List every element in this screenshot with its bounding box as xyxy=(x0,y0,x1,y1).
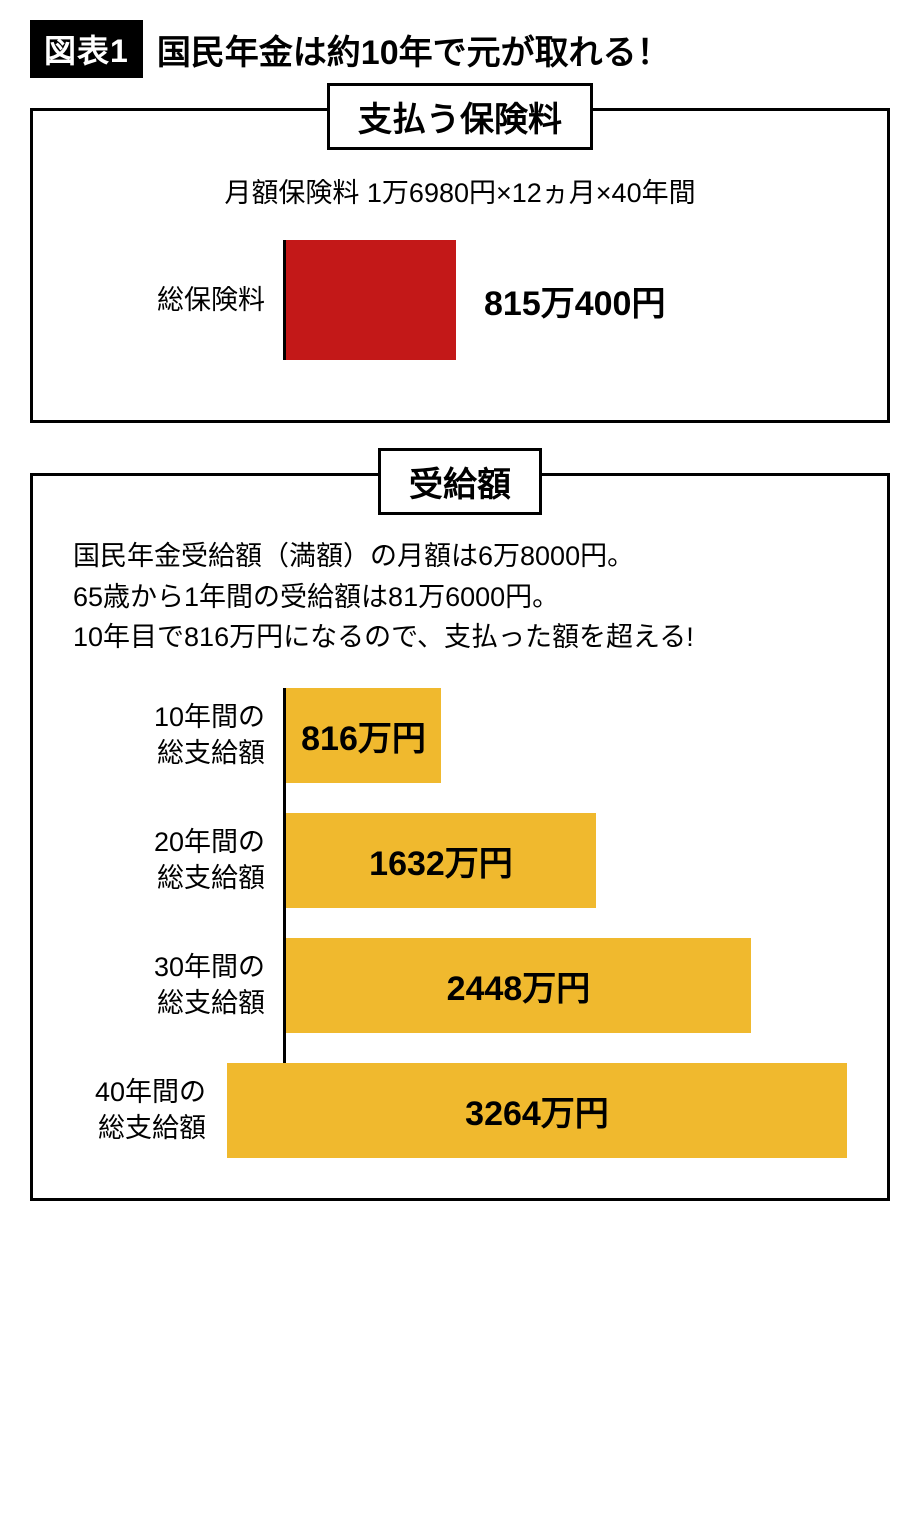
benefits-bar-row: 40年間の 総支給額 3264万円 xyxy=(73,1063,847,1158)
benefits-bar: 2448万円 xyxy=(286,938,751,1033)
benefits-description: 国民年金受給額（満額）の月額は6万8000円。65歳から1年間の受給額は81万6… xyxy=(73,536,847,658)
benefits-bar-label: 30年間の 総支給額 xyxy=(73,949,283,1022)
benefits-bar-row: 10年間の 総支給額 816万円 xyxy=(73,688,847,783)
benefits-bar-label: 40年間の 総支給額 xyxy=(73,1074,224,1147)
premiums-bar-chart: 総保険料 815万400円 xyxy=(73,240,847,360)
benefits-bar: 3264万円 xyxy=(227,1063,847,1158)
benefits-bar-value: 1632万円 xyxy=(369,836,513,885)
benefits-bar-label: 10年間の 総支給額 xyxy=(73,699,283,772)
benefits-description-line: 国民年金受給額（満額）の月額は6万8000円。 xyxy=(73,536,847,577)
premiums-formula: 月額保険料 1万6980円×12ヵ月×40年間 xyxy=(73,171,847,210)
premiums-bar-label: 総保険料 xyxy=(73,282,283,318)
premiums-panel-title: 支払う保険料 xyxy=(327,83,593,150)
benefits-description-line: 65歳から1年間の受給額は81万6000円。 xyxy=(73,577,847,618)
benefits-bar-label: 20年間の 総支給額 xyxy=(73,824,283,897)
benefits-bar-value: 2448万円 xyxy=(447,961,591,1010)
benefits-panel-title: 受給額 xyxy=(378,448,542,515)
figure-header: 図表1 国民年金は約10年で元が取れる！ xyxy=(30,20,890,78)
premiums-bar-row: 総保険料 815万400円 xyxy=(73,240,847,360)
figure-title: 国民年金は約10年で元が取れる！ xyxy=(157,25,671,74)
premiums-panel: 支払う保険料 月額保険料 1万6980円×12ヵ月×40年間 総保険料815万4… xyxy=(30,108,890,423)
premiums-bar xyxy=(286,240,456,360)
benefits-bar: 816万円 xyxy=(286,688,441,783)
figure-badge: 図表1 xyxy=(30,20,143,78)
benefits-bar-row: 20年間の 総支給額 1632万円 xyxy=(73,813,847,908)
benefits-bar-value: 3264万円 xyxy=(465,1086,609,1135)
benefits-panel: 受給額 国民年金受給額（満額）の月額は6万8000円。65歳から1年間の受給額は… xyxy=(30,473,890,1201)
premiums-bar-value: 815万400円 xyxy=(484,276,665,325)
benefits-bar: 1632万円 xyxy=(286,813,596,908)
benefits-bar-value: 816万円 xyxy=(301,711,426,760)
benefits-bar-row: 30年間の 総支給額 2448万円 xyxy=(73,938,847,1033)
benefits-bar-chart: 10年間の 総支給額 816万円 20年間の 総支給額 1632万円 30年間の 総支給… xyxy=(73,688,847,1158)
benefits-description-line: 10年目で816万円になるので、支払った額を超える! xyxy=(73,617,847,658)
